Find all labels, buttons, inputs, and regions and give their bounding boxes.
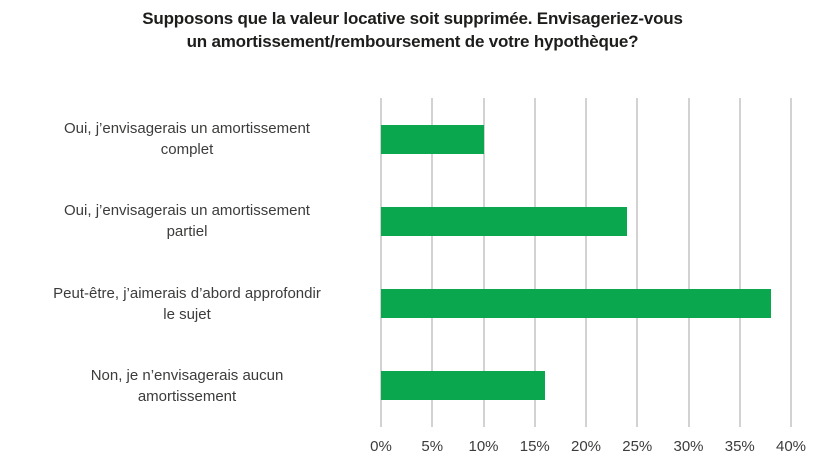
category-label-3: Peut-être, j’aimerais d’abord approfondi… — [0, 283, 374, 325]
chart-title-line-2: un amortissement/remboursement de votre … — [186, 32, 639, 51]
x-tick-label: 5% — [421, 438, 444, 455]
bar-2 — [381, 207, 627, 236]
gridline-40% — [790, 98, 792, 427]
category-label-line: amortissement — [137, 388, 237, 405]
category-label-2: Oui, j’envisagerais un amortissement part… — [0, 200, 374, 242]
category-axis: Oui, j’envisagerais un amortissement comp… — [0, 98, 374, 427]
gridline-35% — [738, 98, 741, 427]
category-label-line: le sujet — [163, 306, 211, 323]
category-label-line: partiel — [166, 223, 208, 240]
category-label-line: Oui, j’envisagerais un amortissement — [64, 120, 310, 137]
x-tick-label: 0% — [370, 438, 392, 455]
category-label-line: Oui, j’envisagerais un amortissement — [64, 202, 310, 219]
gridline-25% — [636, 98, 639, 427]
gridline-5% — [431, 98, 434, 427]
chart-title-line-1: Supposons que la valeur locative soit su… — [142, 9, 683, 28]
x-tick-label: 15% — [519, 438, 550, 455]
plot-area — [380, 98, 792, 427]
gridline-10% — [482, 98, 485, 427]
x-tick-label: 10% — [468, 438, 499, 455]
gridline-20% — [585, 98, 587, 427]
x-axis: 0% 5% 10% 15% 20% 25% 30% 35% 40% — [370, 438, 806, 458]
gridline-0% — [380, 98, 382, 427]
chart-title: Supposons que la valeur locative soit su… — [0, 7, 825, 53]
bar-4 — [381, 371, 545, 400]
category-label-4: Non, je n’envisagerais aucun amortissemen… — [0, 365, 374, 407]
category-label-line: Peut-être, j’aimerais d’abord approfondi… — [53, 285, 321, 302]
bar-3 — [381, 289, 771, 318]
bar-1 — [381, 125, 484, 154]
gridline-15% — [533, 98, 536, 427]
gridline-30% — [687, 98, 690, 427]
x-tick-label: 40% — [775, 438, 807, 455]
category-label-line: Non, je n’envisagerais aucun — [90, 367, 284, 384]
x-tick-label: 20% — [570, 438, 602, 455]
category-label-line: complet — [160, 141, 214, 158]
x-tick-label: 30% — [673, 438, 704, 455]
x-tick-label: 35% — [724, 438, 755, 455]
x-tick-label: 25% — [622, 438, 653, 455]
category-label-1: Oui, j’envisagerais un amortissement comp… — [0, 118, 374, 160]
